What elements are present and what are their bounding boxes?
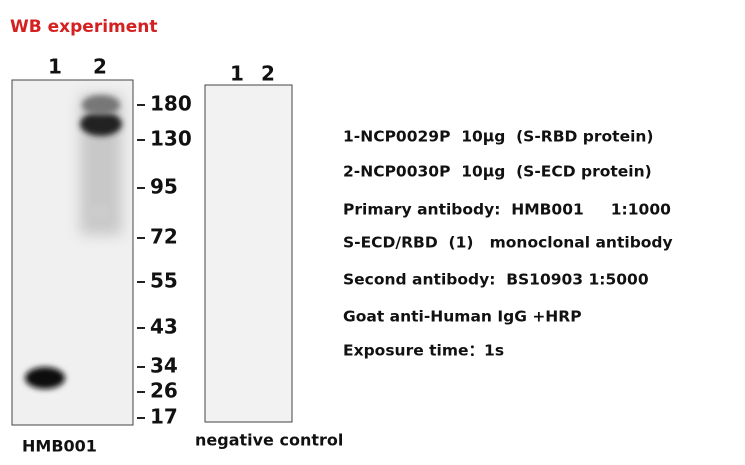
marker-label: 26 (150, 379, 178, 403)
marker-label: 130 (150, 127, 192, 151)
note-line: S-ECD/RBD (1) monoclonal antibody (343, 234, 673, 252)
lane-label: 1 (48, 55, 62, 79)
title: WB experiment (10, 17, 158, 37)
lane-label: 1 (230, 62, 244, 86)
band (80, 112, 122, 136)
marker-label: 17 (150, 405, 178, 429)
marker-label: 34 (150, 354, 178, 378)
notes: 1-NCP0029P 10μg (S-RBD protein) 2-NCP0030… (343, 128, 673, 360)
caption: HMB001 (22, 437, 97, 456)
lane-label: 2 (93, 55, 107, 79)
note-line: 1-NCP0029P 10μg (S-RBD protein) (343, 128, 654, 146)
band (88, 204, 112, 220)
marker-label: 55 (150, 269, 178, 293)
marker-label: 43 (150, 315, 178, 339)
blot-membrane (204, 84, 293, 423)
caption: negative control (195, 431, 343, 450)
band (82, 95, 120, 115)
note-line: 2-NCP0030P 10μg (S-ECD protein) (343, 163, 652, 181)
marker-label: 95 (150, 175, 178, 199)
band (25, 367, 65, 389)
note-line: Second antibody: BS10903 1:5000 (343, 271, 649, 289)
lane-label: 2 (261, 62, 275, 86)
note-line: Exposure time：1s (343, 342, 504, 360)
marker-label: 180 (150, 92, 192, 116)
marker-label: 72 (150, 225, 178, 249)
note-line: Primary antibody: HMB001 1:1000 (343, 201, 671, 219)
note-line: Goat anti-Human IgG +HRP (343, 308, 582, 326)
